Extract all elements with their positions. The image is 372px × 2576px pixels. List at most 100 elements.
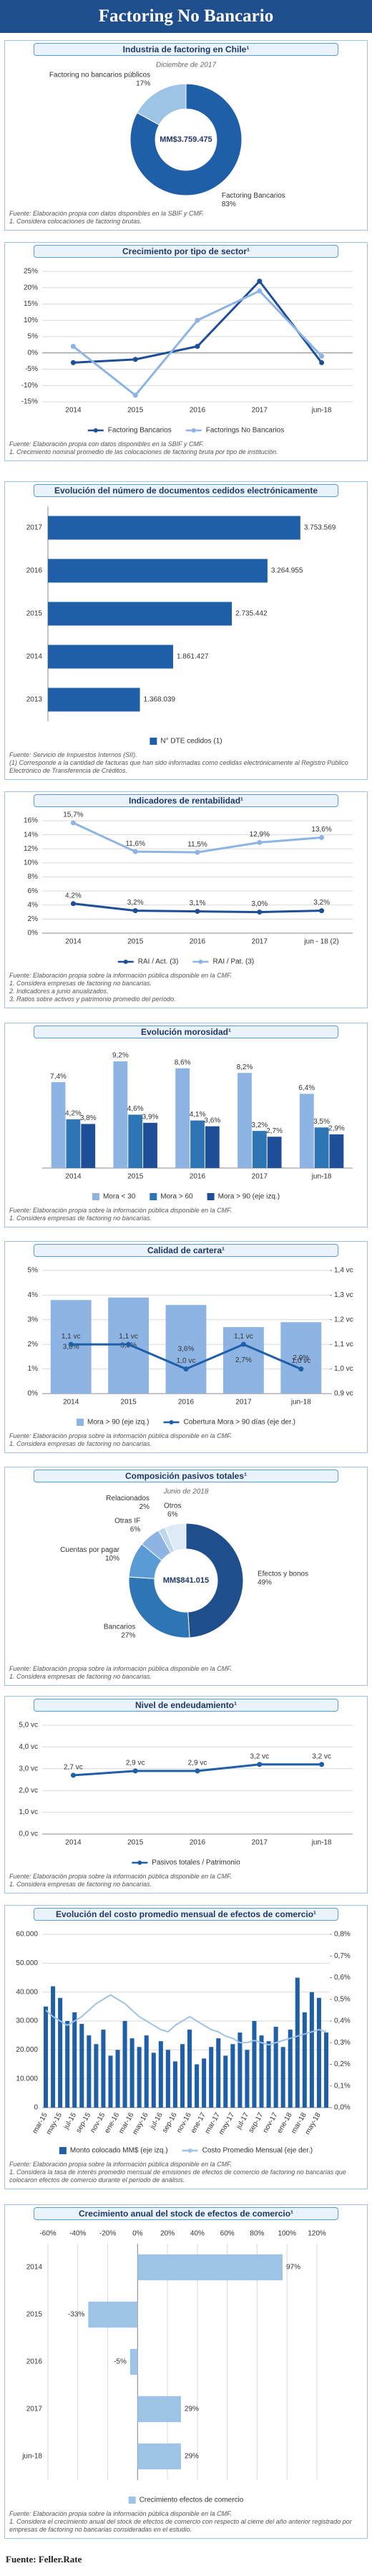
y-tick-label: 5% bbox=[28, 333, 39, 341]
notes: Fuente: Elaboración propia con datos dis… bbox=[5, 208, 367, 230]
category-label: 2016 bbox=[26, 2358, 43, 2366]
data-label: 1.861.427 bbox=[177, 653, 209, 661]
note: Fuente: Elaboración propia sobre la info… bbox=[9, 2510, 232, 2517]
y-tick-label: 50.000 bbox=[16, 1959, 38, 1967]
bar bbox=[51, 1082, 66, 1168]
chart-title: Evolución del número de documentos cedid… bbox=[34, 484, 338, 497]
bar bbox=[223, 2055, 228, 2108]
chart-title: Nivel de endeudamiento¹ bbox=[34, 1699, 338, 1712]
legend-symbol bbox=[191, 428, 196, 433]
bar bbox=[129, 2348, 138, 2375]
y-tick-label: 30.000 bbox=[16, 2017, 38, 2025]
bar bbox=[172, 2061, 177, 2108]
data-label: 8,2% bbox=[237, 1063, 253, 1071]
legend-label: Mora > 60 bbox=[160, 1193, 193, 1201]
chart-title: Composición pasivos totales¹ bbox=[34, 1470, 338, 1482]
data-label: 11,5% bbox=[187, 841, 207, 849]
data-label: 2,9% bbox=[328, 1125, 345, 1133]
bar bbox=[205, 1126, 220, 1168]
notes: Fuente: Elaboración propia sobre la info… bbox=[5, 1871, 367, 1893]
chart-title: Evolución morosidad¹ bbox=[34, 1026, 338, 1038]
bar bbox=[302, 2012, 307, 2108]
bar bbox=[288, 2030, 293, 2108]
bar bbox=[94, 2044, 99, 2108]
x-tick-label: 2015 bbox=[127, 407, 144, 415]
legend-symbol bbox=[150, 738, 157, 745]
bar bbox=[230, 2044, 235, 2108]
bar bbox=[267, 1137, 282, 1168]
bar bbox=[113, 1061, 128, 1168]
x-tick-label: 2016 bbox=[178, 1399, 195, 1407]
chart-panel: Composición pasivos totales¹ Junio de 201… bbox=[4, 1467, 368, 1686]
category-label: 2014 bbox=[26, 653, 43, 661]
data-label: 3,8% bbox=[63, 1343, 79, 1351]
bar bbox=[51, 1986, 56, 2108]
data-label: 3,2% bbox=[313, 899, 330, 907]
y-tick-label: 20.000 bbox=[16, 2046, 38, 2054]
data-label: 4,2% bbox=[65, 1110, 82, 1118]
data-label: 4,1% bbox=[190, 1111, 206, 1119]
data-label: 3,1% bbox=[190, 899, 206, 907]
y-tick-label: 40.000 bbox=[16, 1988, 38, 1996]
data-label: 8,6% bbox=[175, 1058, 191, 1066]
marker bbox=[257, 1762, 263, 1767]
marker bbox=[257, 279, 263, 284]
y2-tick-label: 1,3 vc bbox=[334, 1291, 353, 1299]
x-tick-label: 2016 bbox=[190, 1839, 206, 1847]
legend-symbol bbox=[169, 1420, 174, 1424]
line bbox=[72, 289, 323, 397]
y-tick-label: 10.000 bbox=[16, 2075, 38, 2083]
note: Fuente: Elaboración propia sobre la info… bbox=[9, 972, 232, 979]
note: 1. Considera la tasa de interés promedio… bbox=[9, 2169, 346, 2184]
bar bbox=[48, 602, 232, 626]
bar bbox=[238, 1073, 252, 1168]
y-tick-label: 0% bbox=[28, 930, 39, 937]
bar bbox=[137, 2254, 283, 2281]
x-tick-label: 80% bbox=[250, 2230, 264, 2238]
marker bbox=[70, 820, 76, 826]
chart-panel: Crecimiento anual del stock de efectos d… bbox=[4, 2204, 368, 2539]
x-tick-label: 40% bbox=[190, 2230, 205, 2238]
note: Fuente: Elaboración propia con datos dis… bbox=[9, 440, 204, 448]
legend: Monto colocado MM$ (eje izq.) Costo Prome… bbox=[59, 2147, 313, 2155]
bar bbox=[65, 2021, 70, 2108]
legend-label: Mora < 30 bbox=[103, 1193, 136, 1201]
legend-symbol bbox=[92, 1193, 99, 1200]
pie-slice bbox=[128, 1576, 190, 1639]
bar bbox=[158, 2041, 163, 2108]
legend-symbol bbox=[77, 1419, 84, 1426]
x-tick-label: 2014 bbox=[65, 1839, 82, 1847]
data-label: 3.264.955 bbox=[271, 567, 303, 575]
subtitle: Diciembre de 2017 bbox=[156, 62, 216, 69]
note: Fuente: Elaboración propia sobre la info… bbox=[9, 1665, 232, 1672]
legend: Factoring Bancarios Factorings No Bancari… bbox=[87, 427, 284, 435]
header-title: Factoring No Bancario bbox=[0, 0, 372, 33]
marker bbox=[132, 392, 138, 398]
category-label: 2017 bbox=[26, 524, 43, 532]
bar bbox=[259, 2035, 264, 2108]
y-tick-label: 2,0 vc bbox=[19, 1787, 38, 1795]
chart-title: Industria de factoring en Chile¹ bbox=[34, 43, 338, 56]
slice-value: 6% bbox=[130, 1526, 141, 1534]
legend-label: Monto colocado MM$ (eje izq.) bbox=[70, 2147, 168, 2155]
y-tick-label: 5% bbox=[28, 1267, 39, 1275]
bar bbox=[316, 1997, 321, 2108]
x-tick-label: 2015 bbox=[127, 1839, 144, 1847]
y-tick-label: 0% bbox=[28, 1390, 39, 1398]
bar bbox=[222, 1327, 264, 1394]
notes: Fuente: Elaboración propia sobre la info… bbox=[5, 2159, 367, 2189]
slice-label: Factoring Bancarios bbox=[222, 192, 285, 200]
data-label: 15,7% bbox=[63, 811, 83, 819]
y-tick-label: 20% bbox=[24, 284, 38, 291]
y2-tick-label: 0,1% bbox=[334, 2082, 351, 2090]
chart-panel: Calidad de cartera¹ 0% 1% 2% 3% 4% 5% 0,9 vc 1,0… bbox=[4, 1241, 368, 1453]
y2-tick-label: 1,1 vc bbox=[334, 1341, 353, 1349]
legend-symbol bbox=[137, 1861, 142, 1865]
pie-slice bbox=[185, 1523, 244, 1639]
note: Fuente: Elaboración propia sobre la info… bbox=[9, 2161, 232, 2168]
y-tick-label: 15% bbox=[24, 300, 38, 308]
legend-label: Cobertura Mora > 90 días (eje der.) bbox=[183, 1419, 295, 1427]
bar bbox=[190, 1120, 205, 1168]
x-tick-label: 0% bbox=[132, 2230, 143, 2238]
bar bbox=[108, 2055, 113, 2108]
